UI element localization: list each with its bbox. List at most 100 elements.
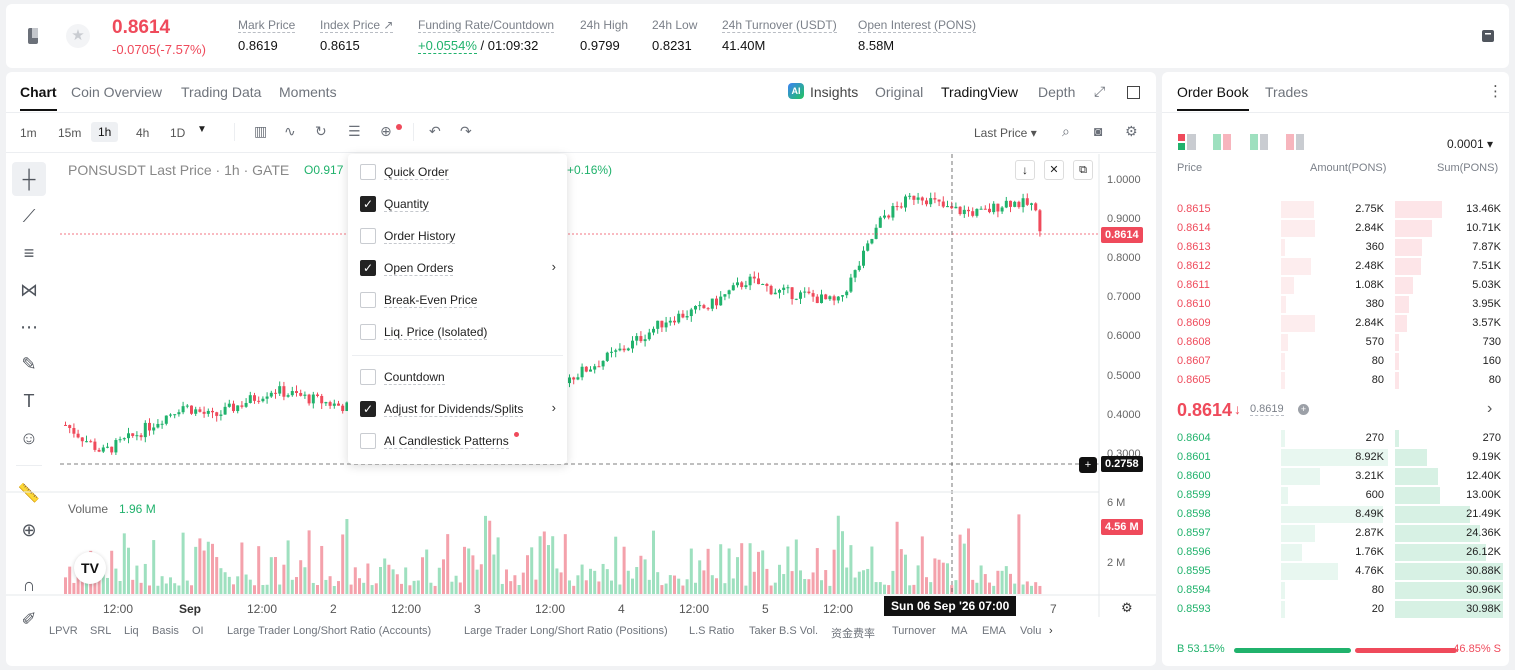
option-adjust-dividends[interactable]: ✓ Adjust for Dividends/Splits › [360, 399, 560, 421]
mark-price-label[interactable]: Mark Price [238, 18, 296, 33]
funding-rate-label[interactable]: Funding Rate/Countdown [418, 18, 555, 33]
checkbox-checked[interactable]: ✓ [360, 196, 376, 212]
tab-chart[interactable]: Chart [20, 84, 57, 111]
checkbox[interactable] [360, 292, 376, 308]
camera-icon[interactable]: ◙ [1094, 123, 1103, 139]
pattern-tool-icon[interactable]: ⋈ [20, 280, 38, 300]
view-tradingview[interactable]: TradingView [941, 84, 1019, 100]
indicator-volume[interactable]: Volu [1020, 625, 1042, 637]
indicator-lt-positions[interactable]: Large Trader Long/Short Ratio (Positions… [464, 625, 668, 637]
ask-row[interactable]: 0.8609 2.84K 3.57K [1162, 314, 1509, 333]
add-overlay-icon[interactable]: ⊕ [380, 123, 392, 139]
index-price-label[interactable]: Index Price ↗ [320, 18, 394, 33]
indicator-ls-ratio[interactable]: L.S Ratio [689, 625, 735, 637]
insights-link[interactable]: Insights [810, 84, 859, 100]
price-type-select[interactable]: Last Price ▾ [974, 126, 1037, 140]
timeframe-dropdown-icon[interactable]: ▼ [197, 124, 207, 135]
option-order-history[interactable]: Order History [360, 226, 560, 248]
precision-select[interactable]: 0.0001 ▾ [1447, 137, 1494, 151]
fib-tool-icon[interactable]: ⋯ [20, 317, 38, 337]
indicator-srl[interactable]: SRL [90, 625, 112, 637]
bid-row[interactable]: 0.8597 2.87K 24.36K [1162, 524, 1509, 543]
ask-row[interactable]: 0.8608 570 730 [1162, 333, 1509, 352]
bid-row[interactable]: 0.8604 270 270 [1162, 429, 1509, 448]
checkbox[interactable] [360, 228, 376, 244]
funding-rate[interactable]: +0.0554% [418, 38, 477, 54]
view-original[interactable]: Original [875, 84, 924, 100]
bid-row[interactable]: 0.8594 80 30.96K [1162, 581, 1509, 600]
view-depth[interactable]: Depth [1038, 84, 1076, 100]
timeframe-1h[interactable]: 1h [91, 122, 119, 142]
layout-icon[interactable] [1127, 86, 1140, 99]
maximize-pane-icon[interactable]: ⧉ [1073, 160, 1093, 180]
view-asks-icon[interactable] [1286, 134, 1304, 150]
emoji-tool-icon[interactable]: ☺ [19, 428, 39, 448]
indicator-taker-vol[interactable]: Taker B.S Vol. [749, 625, 819, 637]
notes-icon[interactable] [1480, 28, 1496, 44]
chart-settings-icon[interactable]: ⚙ [1121, 600, 1133, 615]
view-both-icon[interactable] [1178, 134, 1196, 150]
indicator-funding-rate[interactable]: 资金费率 [831, 628, 875, 640]
ask-row[interactable]: 0.8613 360 7.87K [1162, 238, 1509, 257]
settings-list-icon[interactable]: ☰ [348, 123, 361, 139]
timeframe-1m[interactable]: 1m [20, 126, 37, 140]
magnet-tool-icon[interactable]: ∩ [22, 575, 36, 595]
ask-row[interactable]: 0.8614 2.84K 10.71K [1162, 219, 1509, 238]
indicator-ema[interactable]: EMA [982, 625, 1006, 637]
indicator-lpvr[interactable]: LPVR [49, 625, 78, 637]
option-countdown[interactable]: Countdown [360, 367, 560, 389]
option-quick-order[interactable]: Quick Order [360, 162, 560, 184]
trend-line-tool-icon[interactable]: ⟋ [22, 206, 36, 226]
replay-icon[interactable]: ↻ [315, 123, 327, 139]
ask-row[interactable]: 0.8611 1.08K 5.03K [1162, 276, 1509, 295]
undo-icon[interactable]: ↶ [429, 123, 441, 139]
tab-moments[interactable]: Moments [279, 84, 337, 100]
ask-row[interactable]: 0.8615 2.75K 13.46K [1162, 200, 1509, 219]
timeframe-4h[interactable]: 4h [136, 126, 150, 140]
checkbox[interactable] [360, 324, 376, 340]
more-options-icon[interactable]: ⋮ [1488, 83, 1503, 100]
view-bids-icon[interactable] [1250, 134, 1268, 150]
pencil-lock-icon[interactable]: ✐ [21, 609, 37, 629]
bid-row[interactable]: 0.8595 4.76K 30.88K [1162, 562, 1509, 581]
open-interest-label[interactable]: Open Interest (PONS) [858, 18, 977, 33]
indicator-turnover[interactable]: Turnover [892, 625, 936, 637]
redo-icon[interactable]: ↷ [460, 123, 472, 139]
view-split-icon[interactable] [1213, 134, 1231, 150]
brush-tool-icon[interactable]: ✎ [21, 354, 37, 374]
ruler-tool-icon[interactable]: 📏 [17, 483, 41, 503]
ask-row[interactable]: 0.8605 80 80 [1162, 371, 1509, 390]
search-icon[interactable]: ⌕ [1062, 123, 1070, 139]
turnover-label[interactable]: 24h Turnover (USDT) [722, 18, 837, 33]
horizontal-lines-tool-icon[interactable]: ≡ [23, 243, 35, 263]
gear-icon[interactable]: ⚙ [1125, 123, 1138, 139]
bid-row[interactable]: 0.8598 8.49K 21.49K [1162, 505, 1509, 524]
zoom-in-tool-icon[interactable]: ⊕ [21, 520, 37, 540]
checkbox[interactable] [360, 369, 376, 385]
bid-row[interactable]: 0.8600 3.21K 12.40K [1162, 467, 1509, 486]
mid-mark-price[interactable]: 0.8619 [1250, 403, 1284, 416]
candle-type-icon[interactable]: ▥ [254, 123, 268, 139]
favorite-star-icon[interactable]: ★ [66, 24, 90, 48]
option-liq-price[interactable]: Liq. Price (Isolated) [360, 322, 560, 344]
option-quantity[interactable]: ✓ Quantity [360, 194, 560, 216]
indicators-icon[interactable]: ∿ [284, 123, 296, 139]
chevron-right-icon[interactable]: › [551, 259, 556, 274]
timeframe-15m[interactable]: 15m [58, 126, 82, 140]
tradingview-logo[interactable]: TV [74, 552, 106, 584]
option-break-even[interactable]: Break-Even Price [360, 290, 560, 312]
ask-row[interactable]: 0.8612 2.48K 7.51K [1162, 257, 1509, 276]
tab-coin-overview[interactable]: Coin Overview [71, 84, 163, 100]
indicator-ma[interactable]: MA [951, 625, 968, 637]
mark-info-icon[interactable]: + [1298, 404, 1309, 415]
indicator-lt-accounts[interactable]: Large Trader Long/Short Ratio (Accounts) [227, 625, 432, 637]
collapse-icon[interactable]: ✕ [1044, 160, 1064, 180]
bid-row[interactable]: 0.8601 8.92K 9.19K [1162, 448, 1509, 467]
bid-row[interactable]: 0.8596 1.76K 26.12K [1162, 543, 1509, 562]
timeframe-1d[interactable]: 1D [170, 126, 186, 140]
fullscreen-icon[interactable]: ⤢ [1094, 83, 1106, 99]
bid-row[interactable]: 0.8599 600 13.00K [1162, 486, 1509, 505]
checkbox[interactable] [360, 433, 376, 449]
chevron-right-icon[interactable]: › [551, 400, 556, 415]
indicator-liq[interactable]: Liq [124, 625, 139, 637]
